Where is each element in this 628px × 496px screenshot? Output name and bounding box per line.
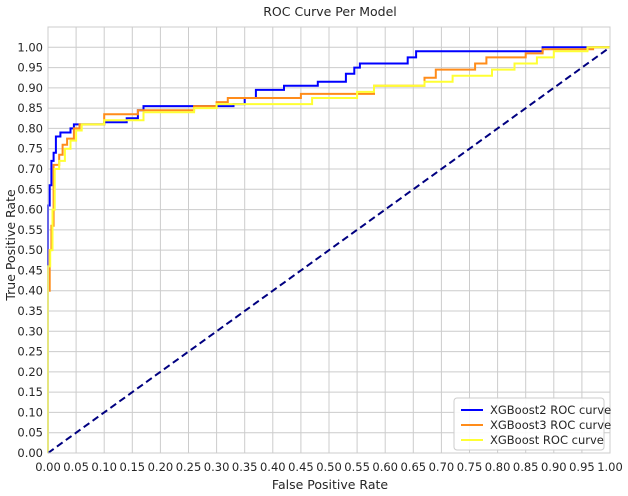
- series-line-2: [47, 46, 610, 453]
- x-tick-label: 0.05: [63, 460, 89, 474]
- y-tick-label: 0.75: [17, 142, 43, 156]
- y-tick-label: 0.50: [17, 243, 43, 257]
- y-tick-label: 0.10: [17, 405, 43, 419]
- x-tick-label: 0.50: [316, 460, 342, 474]
- x-tick-label: 0.55: [344, 460, 370, 474]
- y-tick-label: 0.45: [17, 263, 43, 277]
- y-tick-label: 0.40: [17, 284, 43, 298]
- y-tick-label: 0.60: [17, 203, 43, 217]
- y-axis-ticks: 0.00 0.05 0.10 0.15 0.20 0.25 0.30 0.35 0.40 0.45…: [17, 40, 43, 460]
- x-tick-label: 0.60: [372, 460, 398, 474]
- y-tick-label: 0.85: [17, 101, 43, 115]
- x-tick-label: 0.95: [569, 460, 595, 474]
- x-tick-label: 0.30: [204, 460, 230, 474]
- y-tick-label: 0.65: [17, 182, 43, 196]
- y-tick-label: 0.30: [17, 324, 43, 338]
- x-tick-label: 0.35: [232, 460, 258, 474]
- x-tick-label: 0.25: [176, 460, 202, 474]
- y-tick-label: 0.25: [17, 345, 43, 359]
- x-tick-label: 0.15: [119, 460, 145, 474]
- x-tick-label: 0.40: [260, 460, 286, 474]
- y-tick-label: 0.05: [17, 426, 43, 440]
- y-tick-label: 0.95: [17, 61, 43, 75]
- series-line-0: [47, 46, 610, 453]
- x-tick-label: 0.45: [288, 460, 314, 474]
- chance-diagonal-line: [47, 46, 611, 454]
- x-tick-label: 0.80: [485, 460, 511, 474]
- x-axis-ticks: 0.00 0.05 0.10 0.15 0.20 0.25 0.30 0.35 0.40 0.45…: [35, 460, 623, 474]
- y-tick-label: 0.55: [17, 223, 43, 237]
- y-tick-label: 1.00: [17, 40, 43, 54]
- legend-label-2: XGBoost ROC curve: [490, 433, 604, 447]
- y-tick-label: 0.35: [17, 304, 43, 318]
- plot-frame: [47, 26, 611, 454]
- x-tick-label: 0.85: [513, 460, 539, 474]
- x-tick-label: 0.20: [148, 460, 174, 474]
- chart-title: ROC Curve Per Model: [263, 4, 397, 19]
- y-tick-label: 0.80: [17, 121, 43, 135]
- y-tick-label: 0.00: [17, 446, 43, 460]
- x-tick-label: 0.75: [457, 460, 483, 474]
- legend-label-1: XGBoost3 ROC curve: [490, 418, 611, 432]
- x-tick-label: 1.00: [597, 460, 623, 474]
- legend-label-0: XGBoost2 ROC curve: [490, 403, 611, 417]
- x-tick-label: 0.10: [91, 460, 117, 474]
- y-axis-title: True Positive Rate: [3, 189, 18, 302]
- series-line-1: [47, 46, 610, 453]
- x-tick-label: 0.00: [35, 460, 61, 474]
- legend-box: [453, 397, 605, 451]
- x-tick-label: 0.65: [400, 460, 426, 474]
- y-tick-label: 0.90: [17, 81, 43, 95]
- grid-lines: [47, 27, 611, 454]
- y-tick-label: 0.15: [17, 385, 43, 399]
- x-axis-title: False Positive Rate: [272, 477, 388, 492]
- x-tick-label: 0.90: [541, 460, 567, 474]
- y-tick-label: 0.20: [17, 365, 43, 379]
- x-tick-label: 0.70: [429, 460, 455, 474]
- series-lines: [47, 46, 611, 454]
- y-tick-label: 0.70: [17, 162, 43, 176]
